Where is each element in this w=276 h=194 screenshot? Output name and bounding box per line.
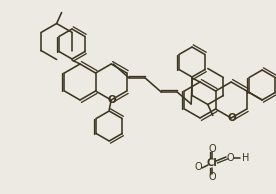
Text: O: O: [228, 113, 237, 123]
Text: O: O: [208, 144, 216, 154]
Text: Cl: Cl: [207, 158, 217, 168]
Text: O: O: [108, 95, 116, 105]
Text: O: O: [226, 153, 234, 163]
Text: O: O: [194, 162, 202, 172]
Text: H: H: [242, 153, 250, 163]
Text: O: O: [208, 172, 216, 182]
